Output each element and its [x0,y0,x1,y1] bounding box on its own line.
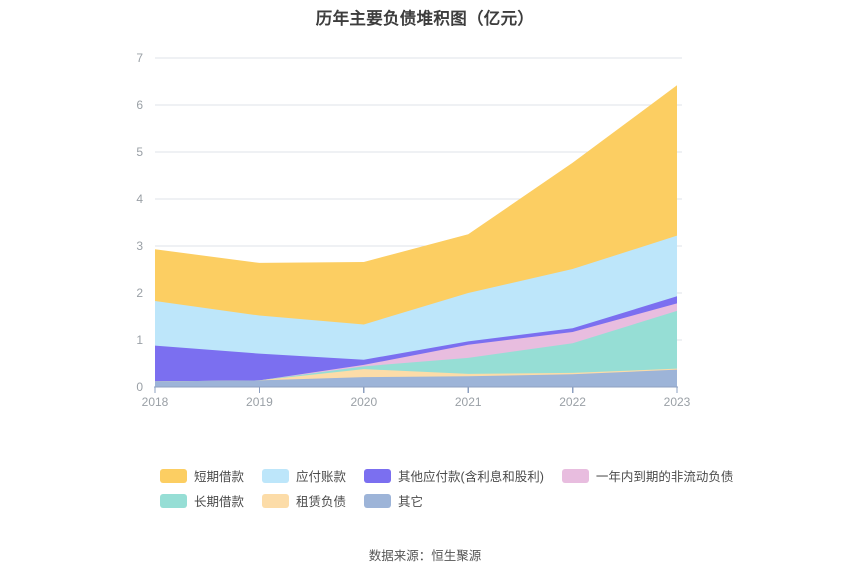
x-tick-label: 2023 [664,395,691,409]
x-tick-label: 2018 [142,395,169,409]
y-tick-label: 4 [136,192,143,206]
legend-item[interactable]: 应付账款 [262,466,346,485]
x-axis-tick-labels: 2018 2019 2020 2021 2022 2023 [142,395,691,409]
legend-item-label: 其他应付款(含利息和股利) [398,470,544,484]
stacked-area-chart: 0 1 2 3 4 5 6 7 2018 2019 2020 2021 2022 2023 [136,51,691,409]
legend-item[interactable]: 长期借款 [160,491,244,510]
legend-item-label: 应付账款 [296,470,347,484]
legend-row: 长期借款 租赁负债 其它 [0,491,850,510]
legend-row: 短期借款 应付账款 其他应付款(含利息和股利) 一年内到期的非流动负债 [0,466,850,485]
area-series [155,369,677,387]
legend-item-label: 短期借款 [194,470,245,484]
axes [154,386,678,393]
y-axis-tick-labels: 0 1 2 3 4 5 6 7 [136,51,143,394]
legend-item-label: 其它 [398,495,424,509]
legend-swatch-icon [160,493,187,508]
source-note: 数据来源：恒生聚源 [368,549,482,563]
legend-swatch-icon [561,468,589,483]
y-tick-label: 3 [136,239,143,253]
legend-item-label: 长期借款 [194,495,245,509]
y-tick-label: 6 [136,98,143,112]
x-tick-label: 2019 [246,395,273,409]
legend-swatch-icon [160,468,187,483]
legend-item-label: 一年内到期的非流动负债 [595,470,734,484]
y-tick-label: 0 [136,380,143,394]
legend-swatch-icon [262,493,290,508]
x-tick-label: 2022 [559,395,586,409]
y-tick-label: 5 [136,145,143,159]
y-tick-label: 2 [136,286,143,300]
legend-swatch-icon [364,493,392,508]
x-tick-label: 2021 [455,395,482,409]
legend-item[interactable]: 短期借款 [160,466,244,485]
y-tick-label: 1 [136,333,143,347]
chart-legend: 短期借款 应付账款 其他应付款(含利息和股利) 一年内到期的非流动负债长期借款 租赁负债… [0,466,850,516]
area-series [155,310,677,387]
legend-item-label: 租赁负债 [296,495,347,509]
legend-swatch-icon [364,468,392,483]
x-tick-label: 2020 [350,395,377,409]
legend-item[interactable]: 租赁负债 [262,491,346,510]
legend-item[interactable]: 其他应付款(含利息和股利) [364,466,544,485]
area-series-group [155,85,677,387]
page-title: 历年主要负债堆积图（亿元） [315,10,535,28]
y-tick-label: 7 [136,51,143,65]
legend-swatch-icon [262,468,290,483]
legend-item[interactable]: 其它 [364,491,423,510]
legend-item[interactable]: 一年内到期的非流动负债 [561,466,734,485]
